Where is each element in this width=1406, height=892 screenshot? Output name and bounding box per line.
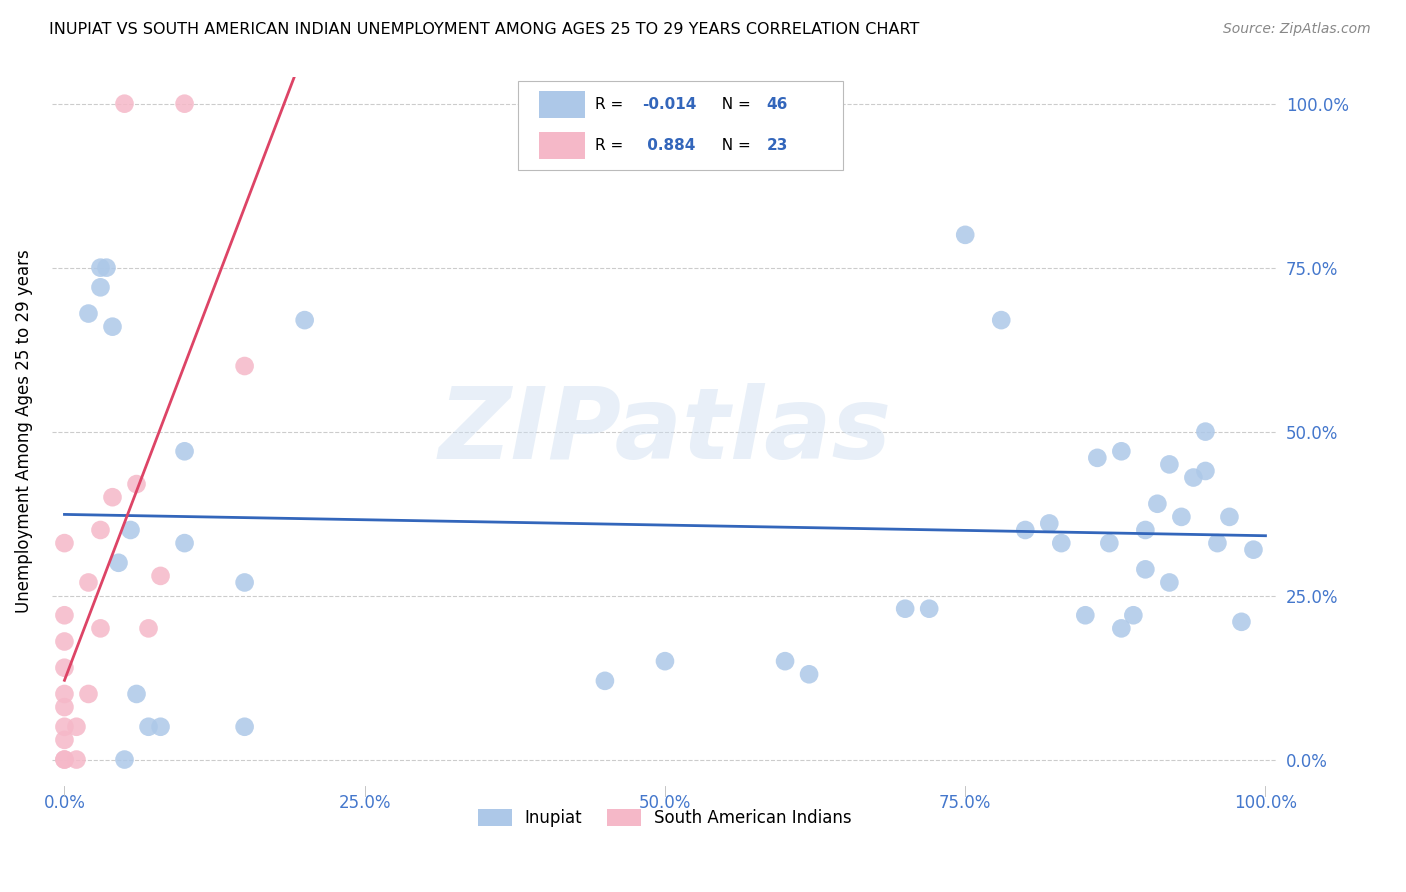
Point	[53, 661, 76, 675]
Point	[173, 96, 195, 111]
Point	[1194, 464, 1216, 478]
Point	[1038, 516, 1060, 531]
Point	[89, 523, 111, 537]
Point	[1111, 621, 1133, 635]
Point	[1111, 444, 1133, 458]
FancyBboxPatch shape	[538, 132, 585, 159]
Text: R =: R =	[595, 138, 628, 153]
Point	[1050, 536, 1073, 550]
Point	[1122, 608, 1144, 623]
Point	[1206, 536, 1229, 550]
Text: N =: N =	[711, 138, 755, 153]
Point	[53, 687, 76, 701]
Point	[1074, 608, 1097, 623]
Point	[53, 753, 76, 767]
Point	[1243, 542, 1265, 557]
Point	[1170, 509, 1192, 524]
Point	[149, 720, 172, 734]
Point	[53, 634, 76, 648]
Point	[149, 569, 172, 583]
FancyBboxPatch shape	[517, 81, 842, 169]
Point	[1194, 425, 1216, 439]
Point	[773, 654, 796, 668]
Text: Source: ZipAtlas.com: Source: ZipAtlas.com	[1223, 22, 1371, 37]
Point	[1182, 470, 1205, 484]
Point	[233, 720, 256, 734]
Point	[593, 673, 616, 688]
Point	[654, 654, 676, 668]
Point	[89, 621, 111, 635]
Point	[77, 575, 100, 590]
Y-axis label: Unemployment Among Ages 25 to 29 years: Unemployment Among Ages 25 to 29 years	[15, 250, 32, 614]
Text: 0.884: 0.884	[641, 138, 695, 153]
Point	[233, 359, 256, 373]
Point	[53, 608, 76, 623]
Point	[101, 490, 124, 504]
Point	[114, 753, 136, 767]
Point	[955, 227, 977, 242]
Point	[1218, 509, 1240, 524]
Point	[125, 477, 148, 491]
Point	[89, 280, 111, 294]
Point	[1014, 523, 1036, 537]
Text: R =: R =	[595, 97, 628, 112]
Point	[89, 260, 111, 275]
Point	[114, 96, 136, 111]
Point	[1135, 562, 1157, 576]
Text: INUPIAT VS SOUTH AMERICAN INDIAN UNEMPLOYMENT AMONG AGES 25 TO 29 YEARS CORRELAT: INUPIAT VS SOUTH AMERICAN INDIAN UNEMPLO…	[49, 22, 920, 37]
Point	[990, 313, 1012, 327]
Point	[894, 601, 917, 615]
Point	[53, 732, 76, 747]
Point	[1146, 497, 1168, 511]
Legend: Inupiat, South American Indians: Inupiat, South American Indians	[471, 803, 859, 834]
Point	[53, 720, 76, 734]
Point	[101, 319, 124, 334]
Point	[65, 720, 87, 734]
Point	[294, 313, 316, 327]
Point	[918, 601, 941, 615]
Point	[96, 260, 118, 275]
Point	[1230, 615, 1253, 629]
Text: N =: N =	[711, 97, 755, 112]
Point	[797, 667, 820, 681]
Point	[1159, 575, 1181, 590]
Text: 23: 23	[766, 138, 787, 153]
Point	[125, 687, 148, 701]
FancyBboxPatch shape	[538, 91, 585, 119]
Point	[1098, 536, 1121, 550]
Text: -0.014: -0.014	[641, 97, 696, 112]
Point	[233, 575, 256, 590]
Point	[120, 523, 142, 537]
Point	[1085, 450, 1108, 465]
Point	[53, 700, 76, 714]
Point	[53, 753, 76, 767]
Text: 46: 46	[766, 97, 787, 112]
Text: ZIPatlas: ZIPatlas	[439, 383, 891, 480]
Point	[138, 720, 160, 734]
Point	[173, 536, 195, 550]
Point	[77, 307, 100, 321]
Point	[1135, 523, 1157, 537]
Point	[107, 556, 129, 570]
Point	[65, 753, 87, 767]
Point	[77, 687, 100, 701]
Point	[53, 536, 76, 550]
Point	[1159, 458, 1181, 472]
Point	[138, 621, 160, 635]
Point	[173, 444, 195, 458]
